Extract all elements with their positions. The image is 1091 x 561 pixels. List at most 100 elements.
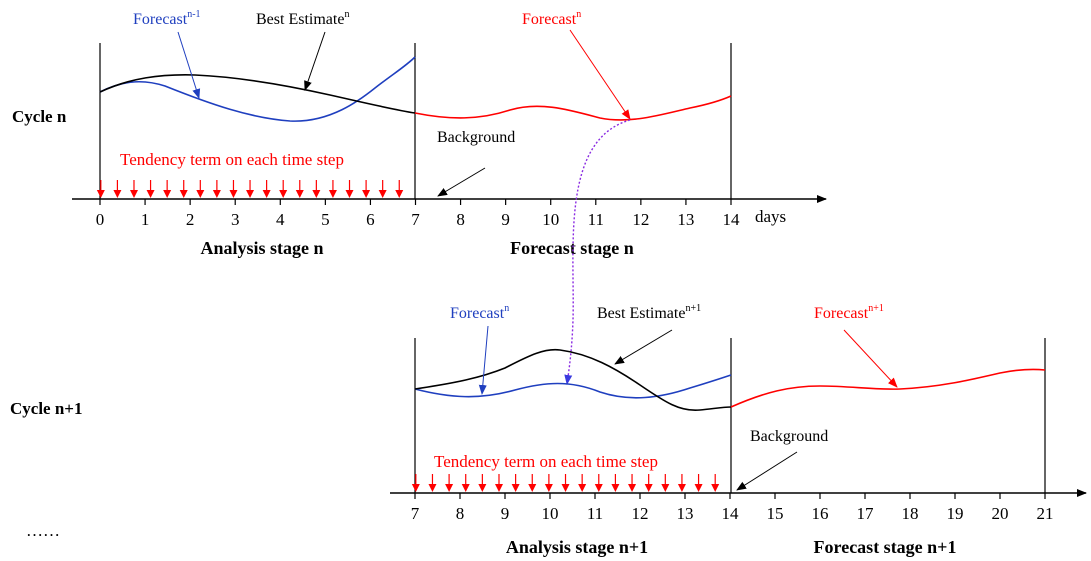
tendency-arrow (611, 474, 620, 492)
tendency-arrow (362, 180, 371, 198)
cycle-n-tendency-annotation: Tendency term on each time step (120, 150, 344, 169)
tendency-arrow (163, 180, 172, 198)
tendency-arrow (594, 474, 603, 492)
axis-tick-label: 5 (321, 210, 330, 229)
cycle-n-tick-labels: 0 1 2 3 4 5 6 7 8 9 10 11 12 13 14 (96, 210, 740, 229)
tendency-arrow (561, 474, 570, 492)
cycle-n1-tick-labels: 7 8 9 10 11 12 13 14 15 16 17 18 19 20 21 (411, 504, 1054, 523)
axis-tick-label: 12 (632, 504, 649, 523)
axis-tick-label: 8 (456, 210, 465, 229)
tendency-arrow (677, 474, 686, 492)
cycle-n-forecast-annotation: Forecastn (522, 9, 581, 28)
cycle-n-unit-label: days (755, 207, 786, 226)
tendency-arrow (179, 180, 188, 198)
axis-tick-label: 16 (812, 504, 829, 523)
axis-tick-label: 1 (141, 210, 150, 229)
axis-tick-label: 13 (677, 504, 694, 523)
tendency-arrow (445, 474, 454, 492)
axis-tick-label: 0 (96, 210, 105, 229)
cycle-n-analysis-stage-label: Analysis stage n (200, 238, 323, 258)
axis-tick-label: 4 (276, 210, 285, 229)
cycle-n1-analysis-stage-label: Analysis stage n+1 (506, 537, 648, 557)
ellipsis: …… (26, 521, 60, 540)
tendency-arrow (345, 180, 354, 198)
tendency-arrow (644, 474, 653, 492)
axis-tick-label: 17 (857, 504, 875, 523)
tendency-arrow (96, 180, 105, 198)
cycle-n-best-estimate-pointer (304, 31, 326, 91)
tendency-arrow (246, 180, 255, 198)
cycle-n1-tendency-annotation: Tendency term on each time step (434, 452, 658, 471)
tendency-arrow (129, 180, 138, 198)
axis-tick-label: 7 (411, 210, 420, 229)
axis-tick-label: 18 (902, 504, 919, 523)
tendency-arrow (411, 474, 420, 492)
tendency-arrow (428, 474, 437, 492)
cycle-n1-best-estimate-annotation: Best Estimaten+1 (597, 303, 701, 322)
axis-tick-label: 14 (722, 504, 740, 523)
cycle-n1-background-pointer (736, 451, 798, 491)
tendency-arrow (378, 180, 387, 198)
axis-tick-label: 19 (947, 504, 964, 523)
tendency-arrow (262, 180, 271, 198)
cycle-n-background-annotation: Background (437, 129, 515, 146)
tendency-arrow (295, 180, 304, 198)
tendency-arrow (312, 180, 321, 198)
axis-tick-label: 10 (542, 210, 559, 229)
tendency-arrow (212, 180, 221, 198)
cycle-n1-label: Cycle n+1 (10, 399, 82, 418)
cycle-n1-background-annotation: Background (750, 428, 828, 445)
cycle-n-panel: Cycle n 0 1 2 3 4 5 6 7 8 9 10 11 12 13 14 days Analys… (12, 9, 827, 258)
forecast-transfer-link (564, 119, 631, 385)
cycle-n-tendency-arrows (96, 180, 404, 198)
tendency-arrow (328, 180, 337, 198)
cycle-n1-panel: Cycle n+1 7 8 9 10 11 12 13 14 15 16 17 18 19 20 21 An… (10, 303, 1087, 557)
cycle-n-label: Cycle n (12, 107, 67, 126)
cycle-n1-forecast-prev-curve (414, 374, 732, 399)
cycle-n1-tick-marks (414, 493, 1046, 499)
cycle-n-background-pointer (437, 167, 486, 197)
tendency-arrow (279, 180, 288, 198)
cycle-n1-forecast-prev-pointer (478, 325, 489, 395)
cycle-n-forecast-stage-label: Forecast stage n (510, 238, 634, 258)
tendency-arrow (196, 180, 205, 198)
cycle-n1-forecast-pointer (843, 329, 898, 388)
tendency-arrow (711, 474, 720, 492)
cycle-n-forecast-prev-curve (99, 56, 416, 122)
tendency-arrow (528, 474, 537, 492)
axis-tick-label: 7 (411, 504, 420, 523)
axis-tick-label: 8 (456, 504, 465, 523)
axis-tick-label: 10 (542, 504, 559, 523)
tendency-arrow (146, 180, 155, 198)
axis-tick-label: 3 (231, 210, 240, 229)
tendency-arrow (229, 180, 238, 198)
tendency-arrow (544, 474, 553, 492)
cycle-n1-forecast-prev-annotation: Forecastn (450, 303, 509, 322)
axis-tick-label: 13 (677, 210, 694, 229)
tendency-arrow (461, 474, 470, 492)
cycle-n1-best-estimate-curve (414, 348, 732, 412)
cycle-n-forecast-prev-annotation: Forecastn-1 (133, 9, 201, 28)
axis-tick-label: 9 (501, 504, 510, 523)
cycle-n1-tendency-arrows (411, 474, 720, 492)
tendency-arrow (661, 474, 670, 492)
cycle-n-tick-marks (99, 199, 732, 205)
axis-tick-label: 15 (767, 504, 784, 523)
cycle-n1-forecast-stage-label: Forecast stage n+1 (814, 537, 957, 557)
axis-tick-label: 6 (366, 210, 375, 229)
axis-tick-label: 21 (1037, 504, 1054, 523)
cycle-n-best-estimate-annotation: Best Estimaten (256, 9, 349, 28)
axis-tick-label: 12 (632, 210, 649, 229)
tendency-arrow (113, 180, 122, 198)
cycle-n1-forecast-annotation: Forecastn+1 (814, 303, 884, 322)
tendency-arrow (694, 474, 703, 492)
axis-tick-label: 2 (186, 210, 195, 229)
tendency-arrow (395, 180, 404, 198)
axis-tick-label: 11 (587, 504, 603, 523)
axis-tick-label: 20 (992, 504, 1009, 523)
cycle-n-forecast-curve (414, 95, 732, 121)
tendency-arrow (628, 474, 637, 492)
cycle-n-forecast-prev-pointer (177, 31, 201, 99)
cycle-n-best-estimate-curve (99, 74, 416, 114)
